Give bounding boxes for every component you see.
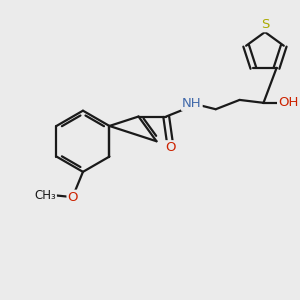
Text: OH: OH: [278, 96, 298, 109]
Text: S: S: [261, 18, 269, 31]
Text: NH: NH: [182, 97, 202, 110]
Text: CH₃: CH₃: [34, 189, 56, 202]
Text: O: O: [68, 191, 78, 204]
Text: O: O: [165, 141, 175, 154]
